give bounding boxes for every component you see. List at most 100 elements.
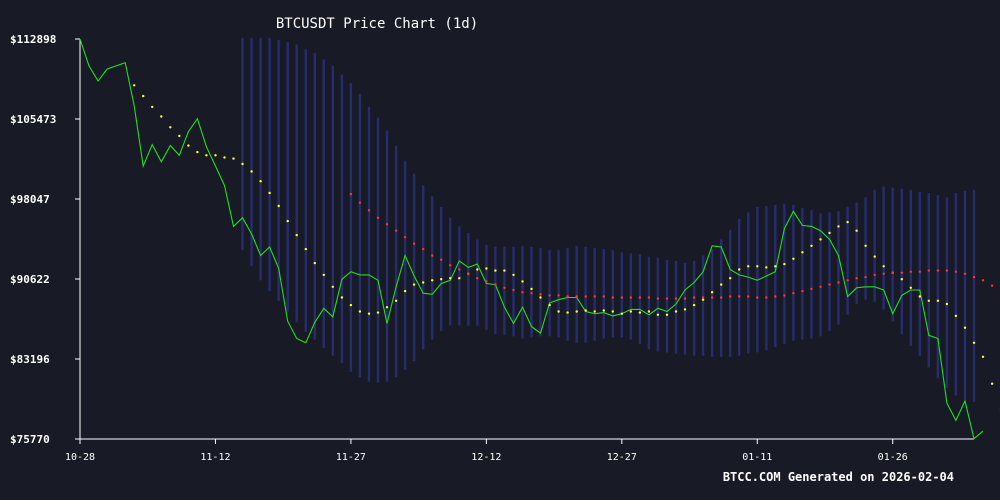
band-bar — [900, 188, 903, 335]
band-bar — [376, 117, 380, 383]
short-ma-point — [810, 244, 813, 247]
long-ma-point — [584, 295, 587, 298]
long-ma-point — [837, 281, 840, 284]
band-bar — [277, 40, 280, 301]
band-bar — [783, 203, 786, 344]
long-ma-point — [819, 285, 822, 288]
band-bar — [440, 207, 443, 331]
short-ma-point — [440, 278, 443, 281]
long-ma-point — [403, 236, 407, 239]
band-bar — [557, 250, 560, 338]
long-ma-point — [756, 296, 759, 299]
series-layer — [79, 38, 1000, 440]
band-bar — [936, 195, 940, 379]
x-tick-label: 12-27 — [607, 452, 637, 463]
long-ma-point — [476, 277, 479, 280]
short-ma-point — [295, 233, 298, 237]
x-tick-label: 10-28 — [65, 452, 95, 463]
short-ma-point — [909, 286, 912, 289]
short-ma-point — [539, 296, 542, 299]
band-bar — [891, 187, 894, 322]
short-ma-point — [656, 313, 660, 316]
band-bar — [394, 145, 398, 378]
short-ma-point — [512, 273, 515, 277]
band-bar — [476, 239, 479, 326]
band-bar — [674, 260, 678, 354]
short-ma-point — [611, 310, 614, 313]
y-tick-label: $90622 — [10, 273, 50, 286]
band-bar — [918, 192, 921, 356]
short-ma-point — [205, 154, 208, 157]
short-ma-point — [602, 309, 605, 312]
long-ma-point — [467, 272, 470, 275]
short-ma-point — [376, 311, 380, 314]
band-bar — [503, 246, 506, 336]
long-ma-point — [864, 275, 867, 279]
band-bar — [792, 204, 795, 341]
long-ma-point — [738, 295, 741, 298]
band-bar — [692, 260, 696, 356]
short-ma-point — [647, 310, 651, 313]
band-bar — [665, 259, 669, 353]
long-ma-point — [963, 272, 967, 275]
short-ma-point — [449, 277, 452, 280]
y-tick-label: $75770 — [10, 433, 50, 446]
band-bar — [241, 37, 244, 251]
band-bar — [801, 208, 804, 340]
y-tick-label: $105473 — [10, 113, 56, 126]
short-ma-point — [313, 261, 316, 265]
band-bar — [602, 249, 605, 339]
short-ma-point — [178, 134, 181, 138]
short-ma-point — [250, 170, 253, 173]
short-ma-point — [738, 268, 741, 271]
band-bar — [701, 255, 705, 356]
long-ma-point — [530, 292, 533, 295]
band-bar — [403, 160, 407, 370]
short-ma-point — [259, 180, 262, 183]
long-ma-point — [503, 286, 506, 289]
short-ma-point — [151, 105, 154, 109]
long-ma-point — [548, 294, 551, 297]
long-ma-point — [918, 270, 921, 273]
short-ma-point — [187, 144, 190, 147]
short-ma-point — [160, 115, 163, 118]
short-ma-point — [304, 247, 307, 251]
band-bar — [611, 250, 614, 338]
band-bar — [819, 213, 822, 337]
short-ma-point — [972, 341, 976, 344]
short-ma-point — [945, 302, 949, 306]
short-ma-point — [385, 306, 389, 309]
band-bar — [945, 197, 949, 388]
short-ma-point — [990, 382, 994, 385]
short-ma-point — [232, 157, 235, 160]
short-ma-point — [548, 303, 551, 307]
x-tick-label: 01-11 — [742, 452, 772, 463]
short-ma-point — [277, 204, 280, 208]
band-bar — [331, 65, 334, 356]
long-ma-point — [665, 297, 669, 300]
band-bar — [467, 232, 470, 326]
band-bar — [909, 189, 912, 346]
short-ma-point — [494, 269, 497, 272]
long-ma-point — [873, 273, 876, 277]
short-ma-point — [792, 257, 795, 260]
long-ma-point — [638, 296, 642, 299]
short-ma-point — [133, 84, 136, 87]
short-ma-point — [322, 273, 325, 277]
long-ma-point — [774, 295, 777, 298]
long-ma-point — [701, 296, 705, 299]
long-ma-point — [927, 269, 930, 272]
long-ma-point — [810, 287, 813, 291]
y-tick-label: $98047 — [10, 193, 50, 206]
short-ma-point — [837, 225, 840, 228]
short-ma-point — [593, 310, 596, 313]
short-ma-point — [340, 296, 344, 299]
short-ma-point — [674, 310, 678, 313]
long-ma-point — [674, 297, 678, 300]
band-bar — [485, 244, 488, 330]
short-ma-point — [403, 289, 407, 293]
short-ma-point — [557, 310, 560, 313]
band-bar — [584, 246, 587, 343]
short-ma-point — [828, 231, 831, 235]
long-ma-point — [422, 247, 425, 251]
